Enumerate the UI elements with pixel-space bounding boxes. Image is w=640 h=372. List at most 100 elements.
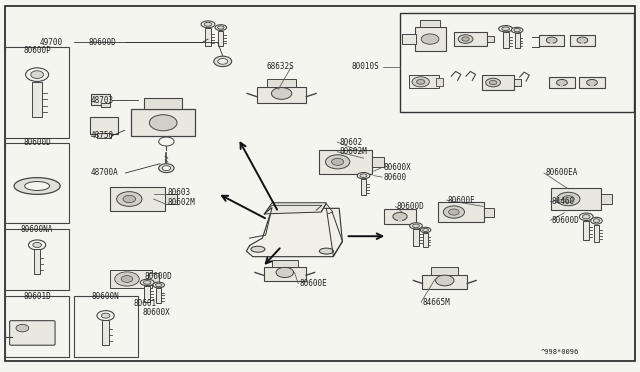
Circle shape bbox=[115, 272, 140, 286]
Bar bbox=[431, 267, 458, 275]
Text: 80603: 80603 bbox=[168, 188, 191, 197]
Text: 80602M: 80602M bbox=[339, 147, 367, 156]
Bar bbox=[539, 35, 564, 46]
Circle shape bbox=[436, 275, 454, 286]
Bar bbox=[32, 82, 42, 117]
Text: 48700A: 48700A bbox=[91, 169, 118, 177]
Bar bbox=[110, 187, 165, 211]
Ellipse shape bbox=[218, 26, 224, 29]
Ellipse shape bbox=[582, 215, 590, 219]
Bar bbox=[267, 79, 296, 87]
Circle shape bbox=[29, 240, 46, 250]
Circle shape bbox=[162, 166, 171, 171]
Text: 80600D: 80600D bbox=[397, 202, 424, 211]
Circle shape bbox=[276, 267, 294, 278]
Ellipse shape bbox=[420, 227, 431, 233]
Bar bbox=[409, 75, 438, 89]
Ellipse shape bbox=[499, 26, 513, 32]
Circle shape bbox=[97, 311, 115, 321]
Bar bbox=[156, 288, 161, 303]
Circle shape bbox=[332, 158, 344, 165]
Ellipse shape bbox=[591, 217, 602, 224]
Circle shape bbox=[101, 313, 110, 318]
Circle shape bbox=[214, 56, 232, 67]
Ellipse shape bbox=[514, 29, 520, 32]
Bar bbox=[101, 103, 110, 107]
Circle shape bbox=[577, 37, 588, 43]
Circle shape bbox=[462, 37, 469, 41]
Bar bbox=[74, 296, 138, 357]
Bar bbox=[5, 46, 69, 138]
Bar bbox=[165, 193, 177, 205]
Bar bbox=[438, 202, 484, 222]
Text: 48703: 48703 bbox=[91, 96, 114, 105]
Bar bbox=[514, 80, 521, 86]
Text: 80600D: 80600D bbox=[145, 272, 173, 280]
Circle shape bbox=[271, 87, 292, 99]
Bar bbox=[422, 275, 467, 289]
Text: 80600E: 80600E bbox=[300, 279, 327, 288]
Bar bbox=[144, 286, 150, 302]
Circle shape bbox=[458, 35, 473, 44]
Bar bbox=[218, 31, 223, 46]
Ellipse shape bbox=[156, 283, 162, 286]
Bar bbox=[594, 225, 599, 242]
Bar bbox=[482, 76, 514, 90]
Text: 80600D: 80600D bbox=[88, 38, 116, 47]
Bar bbox=[144, 98, 182, 109]
Ellipse shape bbox=[319, 248, 333, 254]
Circle shape bbox=[490, 80, 497, 85]
Bar bbox=[550, 42, 553, 44]
Text: ^998*0096: ^998*0096 bbox=[541, 349, 579, 355]
Bar bbox=[97, 133, 111, 138]
Bar bbox=[400, 13, 634, 112]
Bar bbox=[384, 209, 416, 224]
Ellipse shape bbox=[360, 174, 367, 177]
Bar bbox=[272, 260, 298, 267]
Text: 84665M: 84665M bbox=[422, 298, 450, 307]
Circle shape bbox=[417, 80, 425, 84]
Text: 80600P: 80600P bbox=[23, 46, 51, 55]
Ellipse shape bbox=[31, 71, 44, 78]
Circle shape bbox=[557, 80, 567, 86]
Text: 80010S: 80010S bbox=[352, 62, 380, 71]
Bar bbox=[131, 109, 195, 136]
Bar bbox=[398, 219, 402, 222]
Bar bbox=[454, 32, 486, 46]
Ellipse shape bbox=[140, 279, 154, 286]
Ellipse shape bbox=[25, 182, 50, 190]
Bar bbox=[5, 143, 69, 223]
Ellipse shape bbox=[410, 223, 422, 229]
Bar bbox=[561, 84, 563, 87]
Ellipse shape bbox=[579, 213, 593, 221]
Ellipse shape bbox=[26, 68, 49, 81]
Bar bbox=[570, 35, 595, 46]
Bar bbox=[413, 230, 419, 246]
Circle shape bbox=[412, 77, 429, 87]
Ellipse shape bbox=[14, 177, 60, 195]
Text: 84460: 84460 bbox=[552, 197, 575, 206]
Text: 49700: 49700 bbox=[40, 38, 63, 47]
Circle shape bbox=[33, 243, 42, 247]
Ellipse shape bbox=[511, 27, 523, 33]
Bar bbox=[110, 270, 152, 288]
Text: 68632S: 68632S bbox=[266, 62, 294, 71]
Bar bbox=[5, 229, 69, 290]
Ellipse shape bbox=[502, 27, 509, 31]
Bar bbox=[361, 179, 366, 195]
Text: 80600D: 80600D bbox=[23, 138, 51, 147]
Bar bbox=[34, 249, 40, 274]
Circle shape bbox=[587, 80, 597, 86]
Text: 80601D: 80601D bbox=[23, 292, 51, 301]
Circle shape bbox=[16, 324, 29, 332]
Circle shape bbox=[444, 206, 465, 218]
Circle shape bbox=[563, 196, 574, 202]
Bar bbox=[205, 28, 211, 46]
Bar bbox=[90, 117, 118, 134]
Ellipse shape bbox=[413, 224, 420, 228]
Text: 80600D: 80600D bbox=[552, 216, 579, 225]
Circle shape bbox=[121, 276, 132, 282]
Circle shape bbox=[486, 78, 500, 87]
Circle shape bbox=[116, 192, 142, 206]
Ellipse shape bbox=[153, 282, 164, 288]
